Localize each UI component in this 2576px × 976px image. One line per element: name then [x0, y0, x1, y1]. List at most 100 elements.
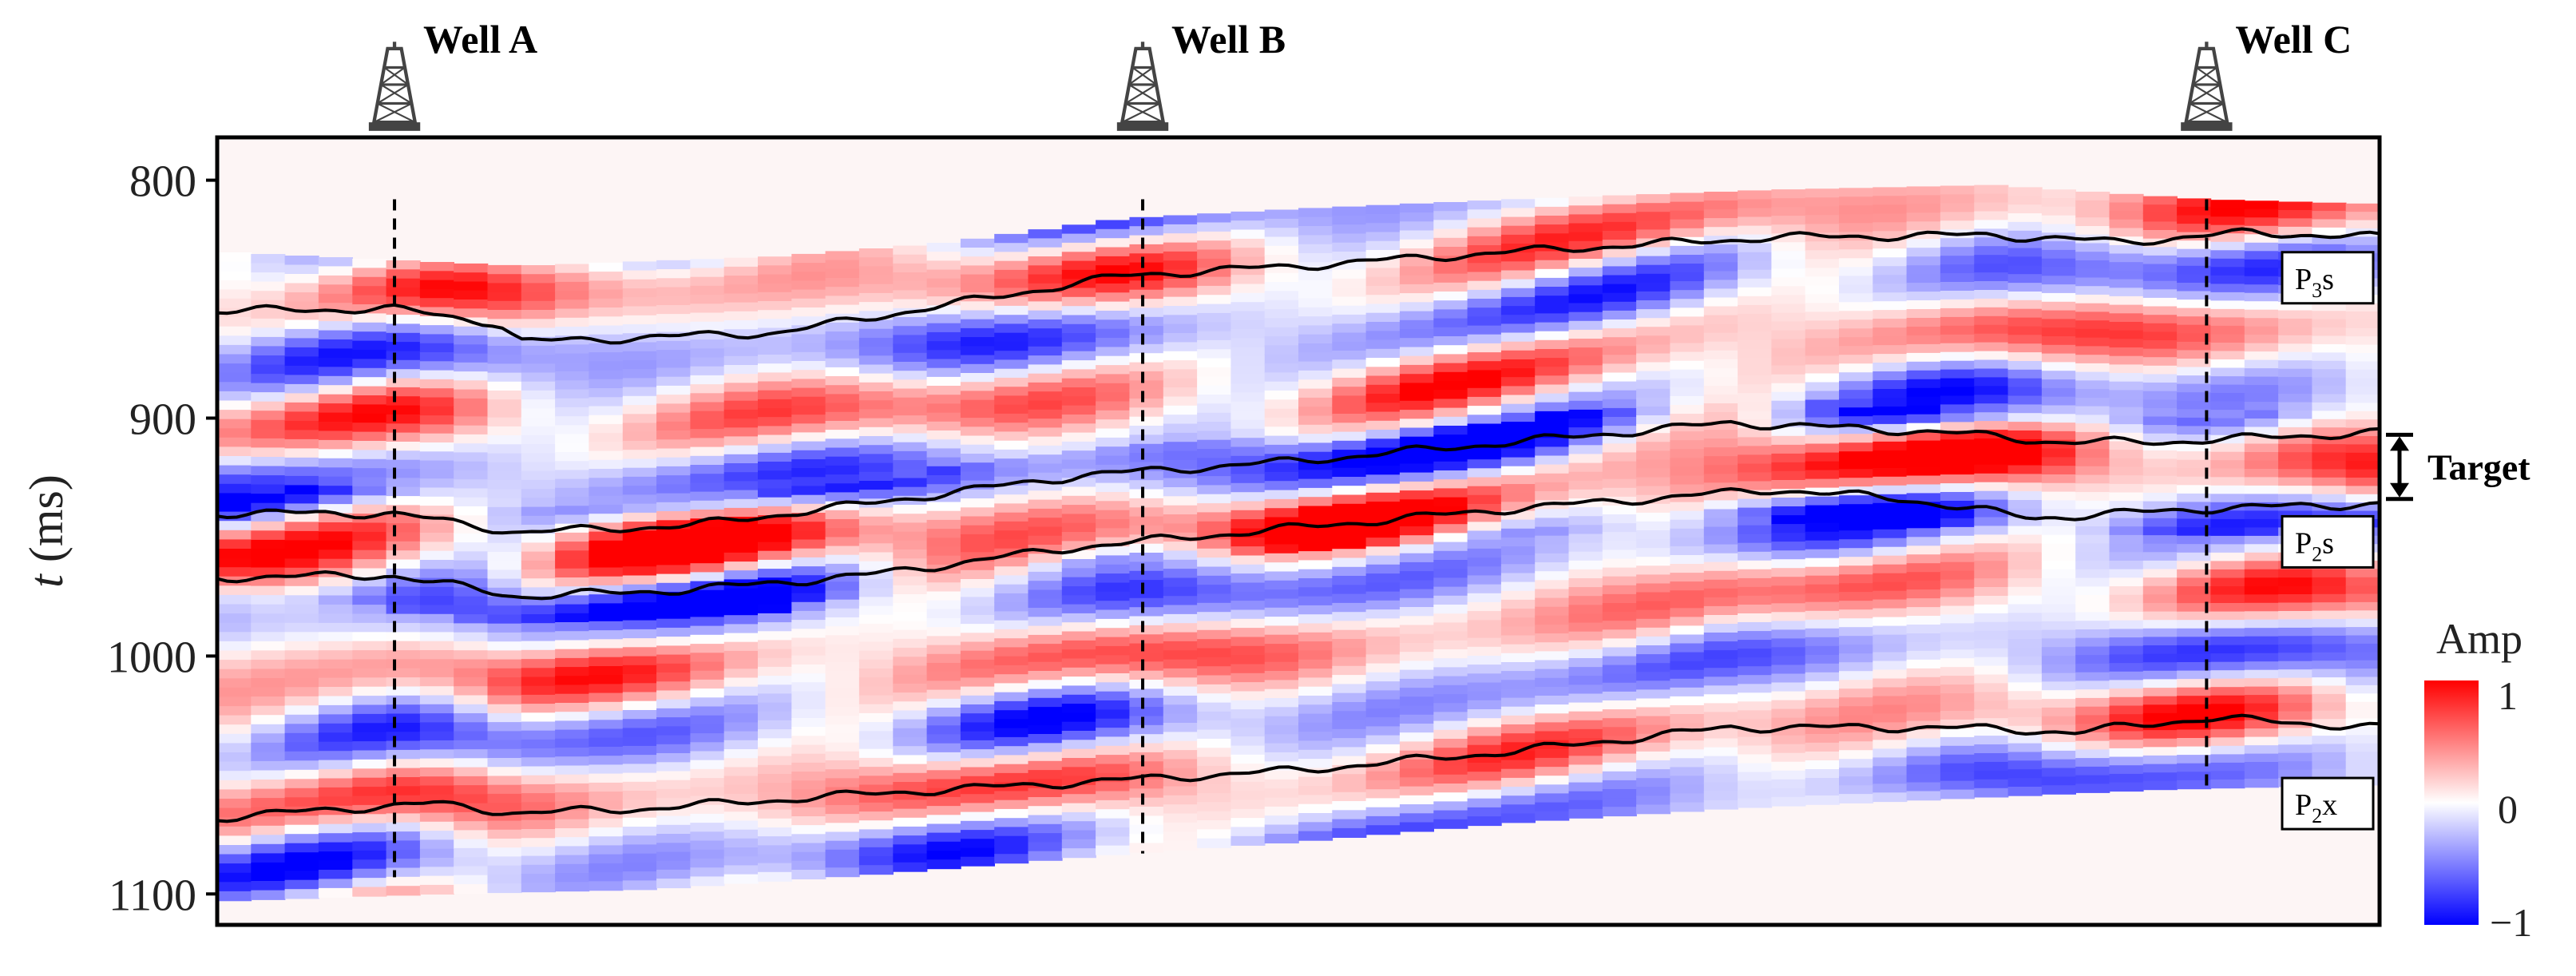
- amplitude-cell: [2210, 224, 2245, 234]
- amplitude-cell: [2244, 712, 2279, 721]
- amplitude-cell: [2109, 399, 2144, 408]
- amplitude-cell: [2075, 766, 2110, 776]
- amplitude-cell: [758, 283, 793, 293]
- amplitude-cell: [555, 720, 590, 731]
- amplitude-cell: [1500, 528, 1536, 538]
- amplitude-cell: [656, 726, 692, 736]
- amplitude-cell: [2345, 684, 2380, 695]
- amplitude-cell: [2142, 416, 2178, 426]
- amplitude-cell: [1906, 212, 1941, 223]
- amplitude-cell: [1061, 658, 1096, 669]
- amplitude-cell: [858, 740, 894, 750]
- amplitude-cell: [791, 584, 826, 594]
- amplitude-cell: [858, 597, 894, 607]
- amplitude-cell: [1805, 224, 1840, 234]
- amplitude-cell: [555, 559, 590, 569]
- amplitude-cell: [1467, 601, 1502, 612]
- amplitude-cell: [1703, 359, 1738, 369]
- amplitude-cell: [555, 577, 590, 587]
- amplitude-cell: [1805, 760, 1840, 770]
- amplitude-cell: [589, 576, 624, 586]
- amplitude-cell: [758, 818, 793, 828]
- amplitude-cell: [1399, 625, 1434, 635]
- amplitude-cell: [1399, 633, 1434, 644]
- amplitude-cell: [1940, 247, 1975, 256]
- amplitude-cell: [419, 460, 454, 470]
- amplitude-cell: [1061, 613, 1096, 623]
- amplitude-cell: [2041, 319, 2076, 328]
- amplitude-cell: [1602, 603, 1637, 613]
- amplitude-cell: [2007, 230, 2043, 240]
- amplitude-cell: [2007, 361, 2043, 371]
- amplitude-cell: [1974, 412, 2009, 422]
- amplitude-cell: [1670, 784, 1705, 795]
- amplitude-cell: [1129, 507, 1164, 518]
- amplitude-cell: [1028, 535, 1063, 546]
- amplitude-cell: [2312, 343, 2347, 354]
- amplitude-cell: [318, 357, 353, 368]
- amplitude-cell: [656, 314, 692, 324]
- amplitude-cell: [960, 847, 995, 858]
- amplitude-cell: [2244, 225, 2279, 236]
- amplitude-cell: [521, 784, 556, 794]
- amplitude-cell: [521, 489, 556, 499]
- amplitude-cell: [1568, 285, 1603, 296]
- amplitude-cell: [1433, 533, 1468, 543]
- amplitude-cell: [1061, 559, 1096, 569]
- amplitude-cell: [858, 579, 894, 589]
- amplitude-cell: [994, 395, 1029, 406]
- amplitude-cell: [622, 414, 657, 424]
- amplitude-cell: [1467, 691, 1502, 701]
- amplitude-cell: [2109, 330, 2144, 340]
- amplitude-cell: [2312, 602, 2347, 612]
- amplitude-cell: [2041, 742, 2076, 752]
- amplitude-cell: [858, 427, 894, 437]
- amplitude-cell: [690, 554, 725, 564]
- amplitude-cell: [1298, 424, 1334, 434]
- amplitude-cell: [1703, 482, 1738, 493]
- amplitude-cell: [521, 534, 556, 544]
- amplitude-cell: [1636, 379, 1671, 390]
- amplitude-cell: [1129, 625, 1164, 636]
- amplitude-cell: [1703, 456, 1738, 466]
- amplitude-cell: [386, 260, 421, 271]
- amplitude-cell: [454, 497, 489, 507]
- amplitude-cell: [284, 889, 319, 899]
- amplitude-cell: [2278, 377, 2313, 387]
- amplitude-cell: [1703, 791, 1738, 801]
- amplitude-cell: [1535, 713, 1570, 724]
- amplitude-cell: [1096, 220, 1131, 230]
- amplitude-cell: [419, 623, 454, 633]
- amplitude-cell: [1298, 560, 1334, 570]
- amplitude-cell: [1940, 492, 1975, 502]
- amplitude-cell: [555, 398, 590, 408]
- amplitude-cell: [251, 770, 286, 780]
- amplitude-cell: [217, 845, 252, 855]
- amplitude-cell: [352, 887, 387, 897]
- amplitude-cell: [758, 836, 793, 847]
- amplitude-cell: [2109, 765, 2144, 775]
- amplitude-cell: [2210, 384, 2245, 394]
- amplitude-cell: [1738, 516, 1773, 526]
- amplitude-cell: [1028, 680, 1063, 690]
- amplitude-cell: [284, 292, 319, 303]
- amplitude-cell: [1264, 770, 1299, 780]
- amplitude-cell: [690, 259, 725, 269]
- amplitude-cell: [1839, 592, 1874, 601]
- amplitude-cell: [1264, 481, 1299, 491]
- amplitude-cell: [1535, 615, 1570, 625]
- amplitude-cell: [2210, 704, 2245, 713]
- amplitude-cell: [1906, 659, 1941, 669]
- amplitude-cell: [2278, 769, 2313, 779]
- amplitude-cell: [454, 677, 489, 688]
- amplitude-cell: [622, 764, 657, 774]
- amplitude-cell: [2142, 374, 2178, 383]
- amplitude-cell: [1298, 822, 1334, 832]
- amplitude-cell: [521, 855, 556, 866]
- amplitude-cell: [251, 788, 286, 799]
- amplitude-cell: [386, 414, 421, 425]
- amplitude-cell: [1568, 622, 1603, 633]
- amplitude-cell: [251, 604, 286, 614]
- amplitude-cell: [419, 731, 454, 741]
- amplitude-cell: [1096, 292, 1131, 303]
